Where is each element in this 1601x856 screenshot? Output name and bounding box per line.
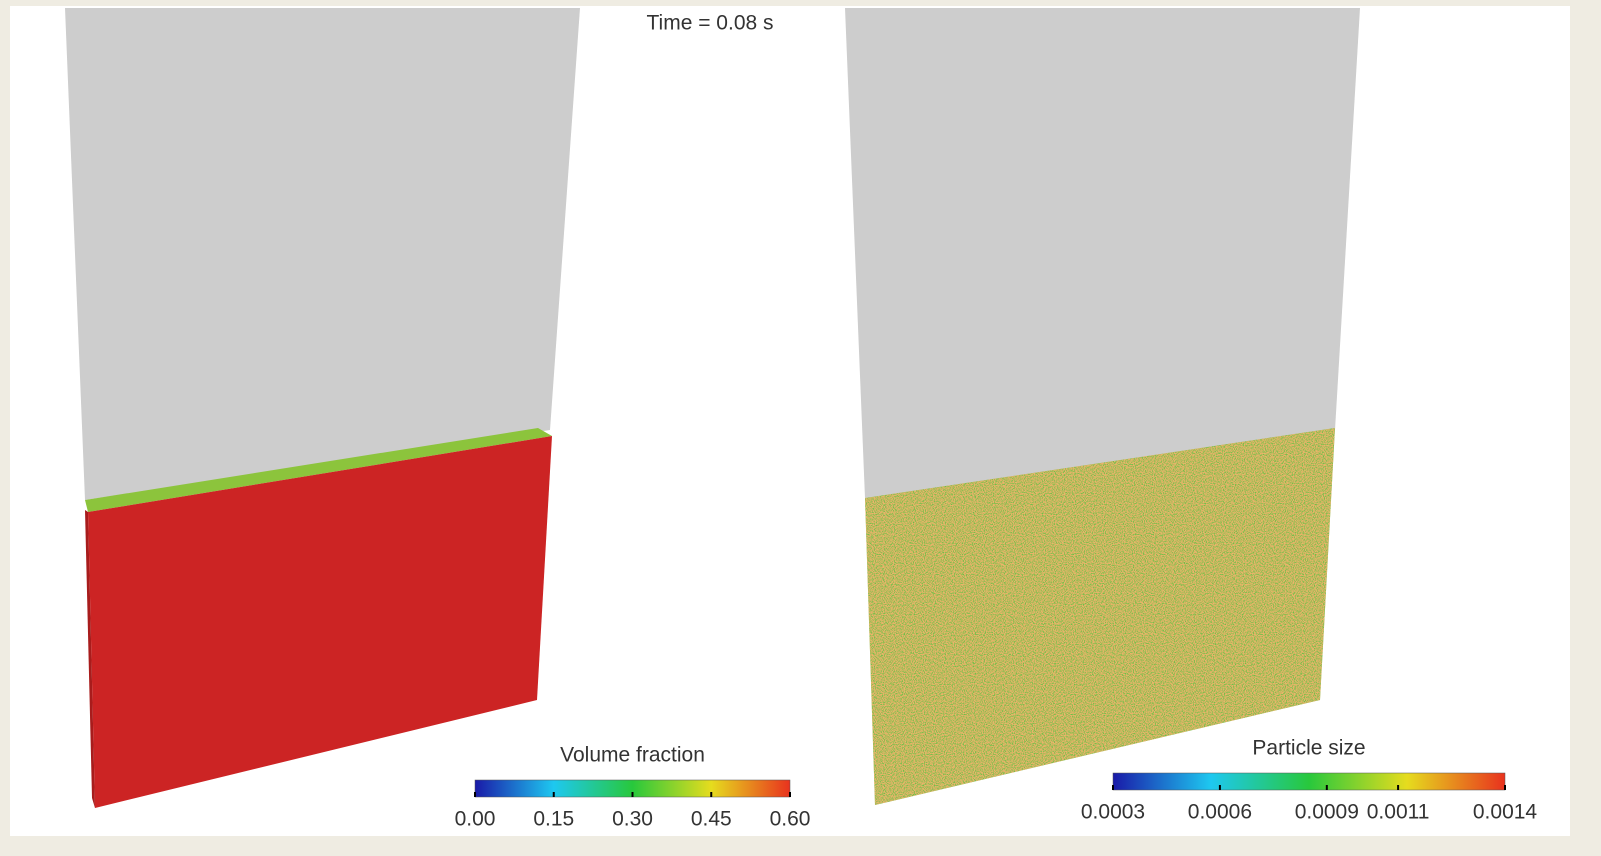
colorbar-tick-label: 0.0009 [1295,801,1359,824]
colorbar-gradient [1113,773,1505,790]
colorbar-tick-label: 0.0003 [1081,801,1145,824]
colorbar-tick-label: 0.00 [455,808,496,831]
colorbar-tick-label: 0.60 [770,808,811,831]
colorbar-tick-label: 0.0014 [1473,801,1538,824]
page: Time = 0.08 s Volume fraction 0.00 0.15 0.3… [0,0,1601,856]
colorbar-title: Particle size [1252,737,1365,760]
colorbar-tick-label: 0.15 [533,808,574,831]
colorbar-tick-label: 0.30 [612,808,653,831]
domain-column [845,8,1360,498]
screenshot: Time = 0.08 s Volume fraction 0.00 0.15 0.3… [0,0,1601,856]
colorbar-tick-label: 0.0006 [1188,801,1252,824]
time-label: Time = 0.08 s [646,12,773,35]
colorbar-tick-label: 0.45 [691,808,732,831]
colorbar-title: Volume fraction [560,744,705,767]
colorbar-tick-label: 0.0011 [1367,801,1430,824]
domain-column [65,8,580,500]
